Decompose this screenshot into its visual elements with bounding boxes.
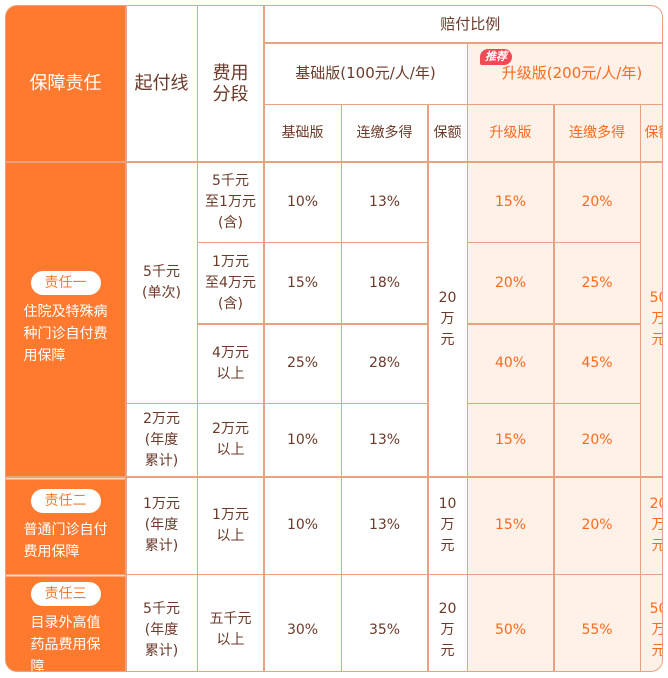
- header-upgrade-plan: 推荐 升级版(200元/人/年): [468, 43, 662, 104]
- basic-ratio-cell: 30%: [264, 575, 341, 671]
- basic-cover-cell: 20 万 元: [428, 575, 467, 671]
- basic-ratio-cell: 10%: [264, 404, 341, 476]
- duty-tag: 责任二: [30, 488, 101, 513]
- upgrade-cover-cell: 20 万 元: [641, 477, 662, 574]
- duty-tag: 责任一: [30, 271, 101, 296]
- basic-ratio-cell: 10%: [264, 477, 341, 574]
- threshold-cell: 5千元 (单次): [126, 162, 197, 403]
- duty-tag: 责任三: [30, 582, 101, 606]
- basic-cover-cell: 10 万 元: [428, 477, 467, 574]
- header-ratio: 赔付比例: [264, 6, 662, 42]
- recommend-badge: 推荐: [480, 48, 512, 65]
- header-segment: 费用 分段: [198, 6, 263, 161]
- basic-bonus-cell: 13%: [342, 404, 427, 476]
- upgrade-ratio-cell: 40%: [468, 324, 553, 403]
- coverage-table: 保障责任 起付线 费用 分段 赔付比例 基础版(100元/人/年) 推荐 升级版…: [5, 5, 663, 672]
- segment-cell: 4万元 以上: [198, 324, 263, 403]
- upgrade-bonus-cell: 25%: [554, 243, 640, 323]
- upgrade-ratio-cell: 15%: [468, 477, 553, 574]
- header-duty: 保障责任: [6, 6, 125, 161]
- basic-ratio-cell: 25%: [264, 324, 341, 403]
- subheader-basic-cover: 保额: [428, 105, 467, 161]
- duty-description: 住院及特殊病 种门诊自付费 用保障: [23, 304, 108, 365]
- duty-cell: 责任三目录外高值 药品费用保 障: [6, 575, 125, 672]
- subheader-basic-bonus: 连缴多得: [342, 105, 427, 161]
- segment-cell: 1万元 以上: [198, 477, 263, 574]
- upgrade-bonus-cell: 45%: [554, 324, 640, 403]
- segment-cell: 5千元 至1万元 (含): [198, 162, 263, 242]
- basic-ratio-cell: 10%: [264, 162, 341, 242]
- segment-cell: 1万元 至4万元 (含): [198, 243, 263, 323]
- duty-description: 普通门诊自付 费用保障: [23, 521, 108, 560]
- duty-cell: 责任二普通门诊自付 费用保障: [6, 477, 125, 574]
- header-basic-plan: 基础版(100元/人/年): [264, 43, 467, 104]
- upgrade-bonus-cell: 20%: [554, 404, 640, 476]
- upgrade-plan-label: 升级版(200元/人/年): [501, 64, 643, 82]
- subheader-basic: 基础版: [264, 105, 341, 161]
- header-threshold: 起付线: [126, 6, 197, 161]
- upgrade-bonus-cell: 20%: [554, 477, 640, 574]
- basic-ratio-cell: 15%: [264, 243, 341, 323]
- duty-cell: 责任一住院及特殊病 种门诊自付费 用保障: [6, 162, 125, 476]
- upgrade-ratio-cell: 15%: [468, 162, 553, 242]
- basic-cover-cell: 20 万 元: [428, 162, 467, 476]
- upgrade-cover-cell: 50 万 元: [641, 162, 662, 476]
- basic-bonus-cell: 13%: [342, 477, 427, 574]
- threshold-cell: 1万元 (年度 累计): [126, 477, 197, 574]
- basic-bonus-cell: 28%: [342, 324, 427, 403]
- upgrade-ratio-cell: 20%: [468, 243, 553, 323]
- subheader-upgrade-bonus: 连缴多得: [554, 105, 640, 161]
- upgrade-bonus-cell: 55%: [554, 575, 640, 671]
- upgrade-ratio-cell: 50%: [468, 575, 553, 671]
- subheader-upgrade-cover: 保额: [641, 105, 662, 161]
- upgrade-ratio-cell: 15%: [468, 404, 553, 476]
- upgrade-cover-cell: 50 万 元: [641, 575, 662, 671]
- threshold-cell: 5千元 (年度 累计): [126, 575, 197, 671]
- upgrade-bonus-cell: 20%: [554, 162, 640, 242]
- basic-bonus-cell: 13%: [342, 162, 427, 242]
- threshold-cell: 2万元 (年度 累计): [126, 404, 197, 476]
- subheader-upgrade: 升级版: [468, 105, 553, 161]
- basic-bonus-cell: 35%: [342, 575, 427, 671]
- basic-bonus-cell: 18%: [342, 243, 427, 323]
- segment-cell: 五千元 以上: [198, 575, 263, 671]
- duty-description: 目录外高值 药品费用保 障: [30, 615, 101, 672]
- segment-cell: 2万元 以上: [198, 404, 263, 476]
